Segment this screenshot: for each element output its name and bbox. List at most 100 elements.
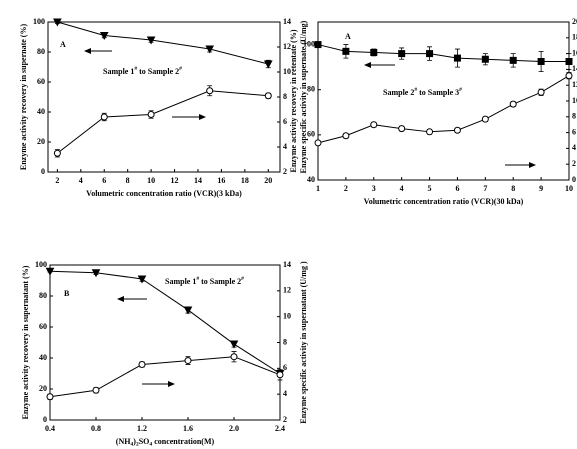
y-tick-label: 80 <box>307 85 315 94</box>
annotation-part: Sample 1 <box>165 277 196 286</box>
y-tick-label: 60 <box>307 130 315 139</box>
x-tick-label: 6 <box>102 176 106 185</box>
point <box>53 149 61 157</box>
x-tick-label: 6 <box>455 184 459 193</box>
y2-tick-label: 6 <box>283 117 287 126</box>
plot-frame <box>317 21 570 181</box>
y2-tick-label: 20 <box>572 17 577 26</box>
point <box>314 139 322 147</box>
point <box>509 100 517 108</box>
x-tick-label: 1 <box>316 184 320 193</box>
annotation: Sample 1# to Sample 2# <box>165 276 244 286</box>
x-axis-label-part: concentration(M) <box>152 437 214 446</box>
point <box>184 357 192 365</box>
panel-label: B <box>64 289 70 298</box>
point <box>147 111 155 118</box>
point <box>91 269 101 278</box>
y2-tick-label: 4 <box>572 143 576 152</box>
y2-tick-label: 8 <box>283 92 287 101</box>
series-line <box>317 44 569 62</box>
point <box>509 56 517 64</box>
point <box>276 371 284 379</box>
point <box>565 58 573 65</box>
point <box>146 36 156 45</box>
point <box>314 41 322 49</box>
point <box>565 72 573 80</box>
point <box>481 115 489 123</box>
point <box>137 275 147 284</box>
x-tick-label: 2.4 <box>275 424 285 433</box>
y-tick-label: 0 <box>41 167 45 176</box>
y2-tick-label: 12 <box>572 80 577 89</box>
y2-tick-label: 0 <box>572 175 576 184</box>
annotation-part: # <box>459 87 462 93</box>
x-tick-label: 12 <box>171 176 179 185</box>
y2-tick-label: 6 <box>283 363 287 372</box>
y2-axis-label: Enzyme specific activity in supernate (U… <box>299 20 308 173</box>
x-tick-label: 10 <box>147 176 155 185</box>
y2-tick-label: 2 <box>283 167 287 176</box>
y-axis-label: Enzyme activity recovery in retentate (%… <box>289 29 298 172</box>
point <box>398 125 406 133</box>
point <box>426 50 434 58</box>
point <box>205 45 215 54</box>
annotation-part: to Sample 3 <box>417 88 459 97</box>
y2-tick-label: 2 <box>283 415 287 424</box>
annotation-part: # <box>414 87 417 93</box>
panel-label: A <box>345 32 351 41</box>
y2-tick-label: 8 <box>572 112 576 121</box>
y-axis-label: Enzyme activity recovery in supernatant … <box>21 265 30 419</box>
y2-tick-label: 14 <box>283 260 291 269</box>
point <box>99 32 109 41</box>
series-line <box>317 75 570 144</box>
series-line <box>49 356 281 398</box>
x-tick-label: 2 <box>344 184 348 193</box>
x-tick-label: 10 <box>565 184 573 193</box>
x-axis-label-part: 2 <box>136 442 139 448</box>
y2-tick-label: 4 <box>283 142 287 151</box>
point <box>370 48 378 56</box>
point <box>206 87 214 95</box>
panel-label: A <box>60 40 66 49</box>
y-tick-label: 60 <box>39 322 47 331</box>
x-axis-label: Volumetric concentration ratio (VCR)(30 … <box>364 197 524 206</box>
x-tick-label: 14 <box>194 176 202 185</box>
annotation-part: Sample 1 <box>103 67 134 76</box>
point <box>229 340 239 349</box>
point <box>46 393 54 401</box>
annotation: Sample 2# to Sample 3# <box>383 87 462 97</box>
y2-axis-label: Enzyme specific activity in supernatant … <box>299 261 308 424</box>
x-tick-label: 0.4 <box>45 424 55 433</box>
point <box>263 60 273 69</box>
y2-tick-label: 12 <box>283 286 291 295</box>
annotation-part: to Sample 2 <box>199 277 241 286</box>
point <box>453 54 461 62</box>
x-axis-label-part: Volumetric concentration ratio (VCR)(30 … <box>364 197 524 206</box>
plot-frame <box>47 21 281 173</box>
x-tick-label: 1.2 <box>137 424 147 433</box>
x-tick-label: 8 <box>126 176 130 185</box>
annotation-part: # <box>134 66 137 72</box>
x-axis-label-part: (NH <box>116 437 131 446</box>
x-tick-label: 4 <box>400 184 404 193</box>
series-line <box>57 21 269 65</box>
y2-tick-label: 10 <box>572 96 577 105</box>
y-tick-label: 80 <box>39 291 47 300</box>
y-tick-label: 20 <box>39 384 47 393</box>
x-tick-label: 16 <box>217 176 225 185</box>
y2-tick-label: 10 <box>283 311 291 320</box>
y2-tick-label: 16 <box>572 48 577 57</box>
y-tick-label: 100 <box>303 39 315 48</box>
x-tick-label: 1.6 <box>183 424 193 433</box>
x-tick-label: 4 <box>79 176 83 185</box>
x-tick-label: 2 <box>55 176 59 185</box>
y-tick-label: 40 <box>39 353 47 362</box>
point <box>342 47 350 55</box>
y-tick-label: 100 <box>33 17 45 26</box>
point <box>45 267 55 276</box>
y2-tick-label: 6 <box>572 127 576 136</box>
point <box>138 360 146 368</box>
y2-tick-label: 14 <box>572 64 577 73</box>
y2-tick-label: 14 <box>283 17 291 26</box>
